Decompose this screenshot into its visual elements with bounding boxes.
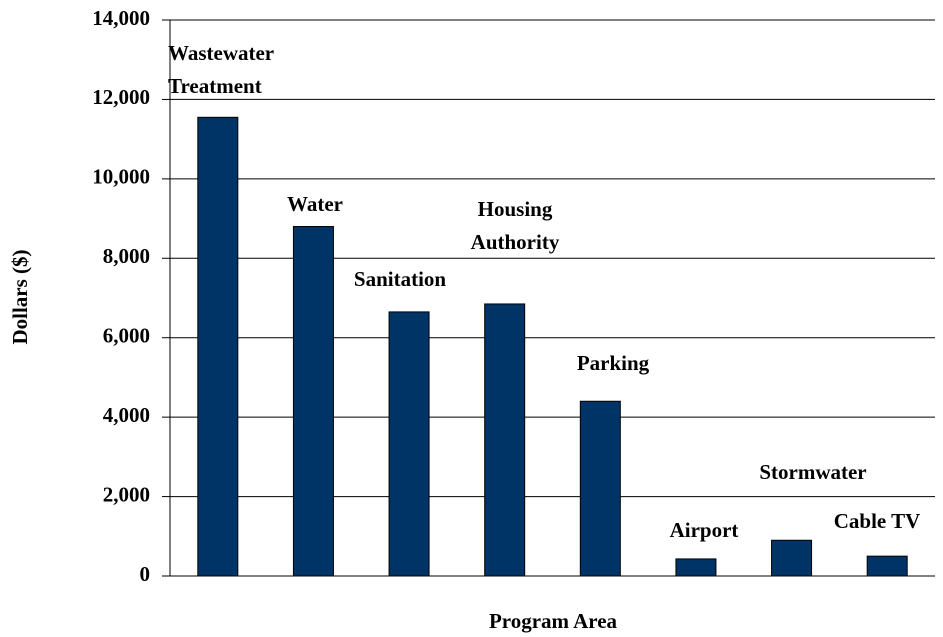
- bar: [484, 303, 526, 577]
- bar: [197, 116, 239, 577]
- bar: [866, 555, 908, 577]
- bar: [675, 558, 717, 577]
- bar: [388, 311, 430, 577]
- y-tick-label: 14,000: [92, 6, 150, 30]
- bar-label: Wastewater Treatment: [168, 41, 274, 98]
- bar: [292, 226, 334, 577]
- y-tick-label: 6,000: [103, 324, 150, 348]
- bar-label: Water: [287, 192, 343, 216]
- y-tick-label: 4,000: [103, 403, 150, 427]
- y-tick-label: 8,000: [103, 244, 150, 268]
- y-tick-label: 10,000: [92, 165, 150, 189]
- bar-label: Housing Authority: [471, 197, 560, 254]
- y-tick-label: 2,000: [103, 482, 150, 506]
- bar: [579, 400, 621, 577]
- y-axis-label: Dollars ($): [8, 249, 32, 344]
- bar-label: Sanitation: [354, 267, 447, 291]
- x-axis-label: Program Area: [489, 609, 618, 633]
- y-tick-label: 12,000: [92, 85, 150, 109]
- bar-label: Parking: [577, 351, 650, 375]
- bar: [771, 539, 813, 577]
- bar-label: Stormwater: [759, 460, 866, 484]
- bar-label: Cable TV: [834, 509, 921, 533]
- bar-label: Airport: [670, 518, 739, 542]
- y-tick-label: 0: [140, 562, 151, 586]
